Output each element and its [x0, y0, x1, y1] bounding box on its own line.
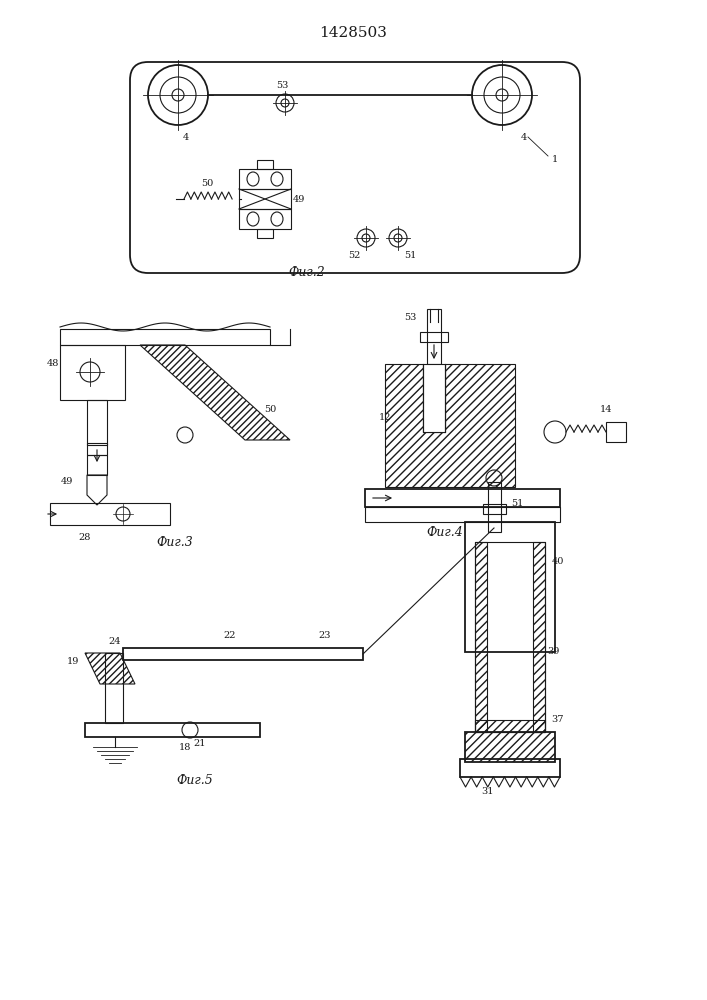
Text: 50: 50	[201, 178, 214, 188]
Text: 53: 53	[404, 312, 416, 322]
Bar	[483, 504, 506, 514]
Text: 49: 49	[293, 194, 305, 204]
Bar	[475, 542, 545, 732]
Text: 31: 31	[481, 788, 494, 796]
Bar	[123, 648, 363, 660]
Bar	[50, 503, 170, 525]
Text: 48: 48	[47, 359, 59, 367]
Text: Фиг.4: Фиг.4	[426, 526, 463, 538]
Text: 49: 49	[61, 478, 74, 487]
Text: 19: 19	[67, 658, 79, 666]
Text: 23: 23	[319, 632, 332, 641]
Bar	[257, 160, 273, 169]
Bar	[365, 507, 560, 522]
Bar	[60, 345, 125, 400]
Bar	[87, 400, 107, 445]
Bar	[239, 169, 291, 189]
Bar	[427, 309, 441, 364]
Bar	[87, 443, 107, 455]
Text: 50: 50	[264, 406, 276, 414]
Bar	[60, 329, 270, 345]
Text: 21: 21	[194, 740, 206, 748]
Text: 4: 4	[521, 132, 527, 141]
Text: 22: 22	[223, 632, 236, 641]
Text: 18: 18	[179, 742, 191, 752]
Bar	[606, 422, 626, 442]
Bar	[488, 482, 501, 532]
Bar	[365, 489, 560, 507]
Text: 51: 51	[404, 251, 416, 260]
Text: 40: 40	[551, 558, 564, 566]
Bar	[420, 332, 448, 342]
Text: 24: 24	[109, 638, 121, 647]
Text: Фиг.5: Фиг.5	[177, 774, 214, 786]
Text: 12: 12	[379, 412, 391, 422]
Text: 52: 52	[348, 251, 360, 260]
Text: 1: 1	[552, 155, 558, 164]
Bar	[239, 209, 291, 229]
Bar	[239, 189, 291, 209]
Bar	[87, 455, 107, 475]
Bar	[105, 653, 123, 723]
Bar	[257, 229, 273, 238]
Text: 1428503: 1428503	[319, 26, 387, 40]
Text: 51: 51	[511, 499, 523, 508]
Bar	[465, 522, 555, 652]
Text: 53: 53	[276, 81, 288, 90]
Bar	[85, 723, 260, 737]
Text: 14: 14	[600, 406, 612, 414]
Text: 4: 4	[183, 132, 189, 141]
Bar	[460, 759, 560, 777]
Text: Фиг.3: Фиг.3	[157, 536, 194, 550]
Bar	[423, 364, 445, 432]
Text: 28: 28	[78, 532, 91, 542]
Text: 37: 37	[551, 716, 564, 724]
Text: 39: 39	[547, 648, 559, 656]
Text: Фиг.2: Фиг.2	[288, 266, 325, 279]
